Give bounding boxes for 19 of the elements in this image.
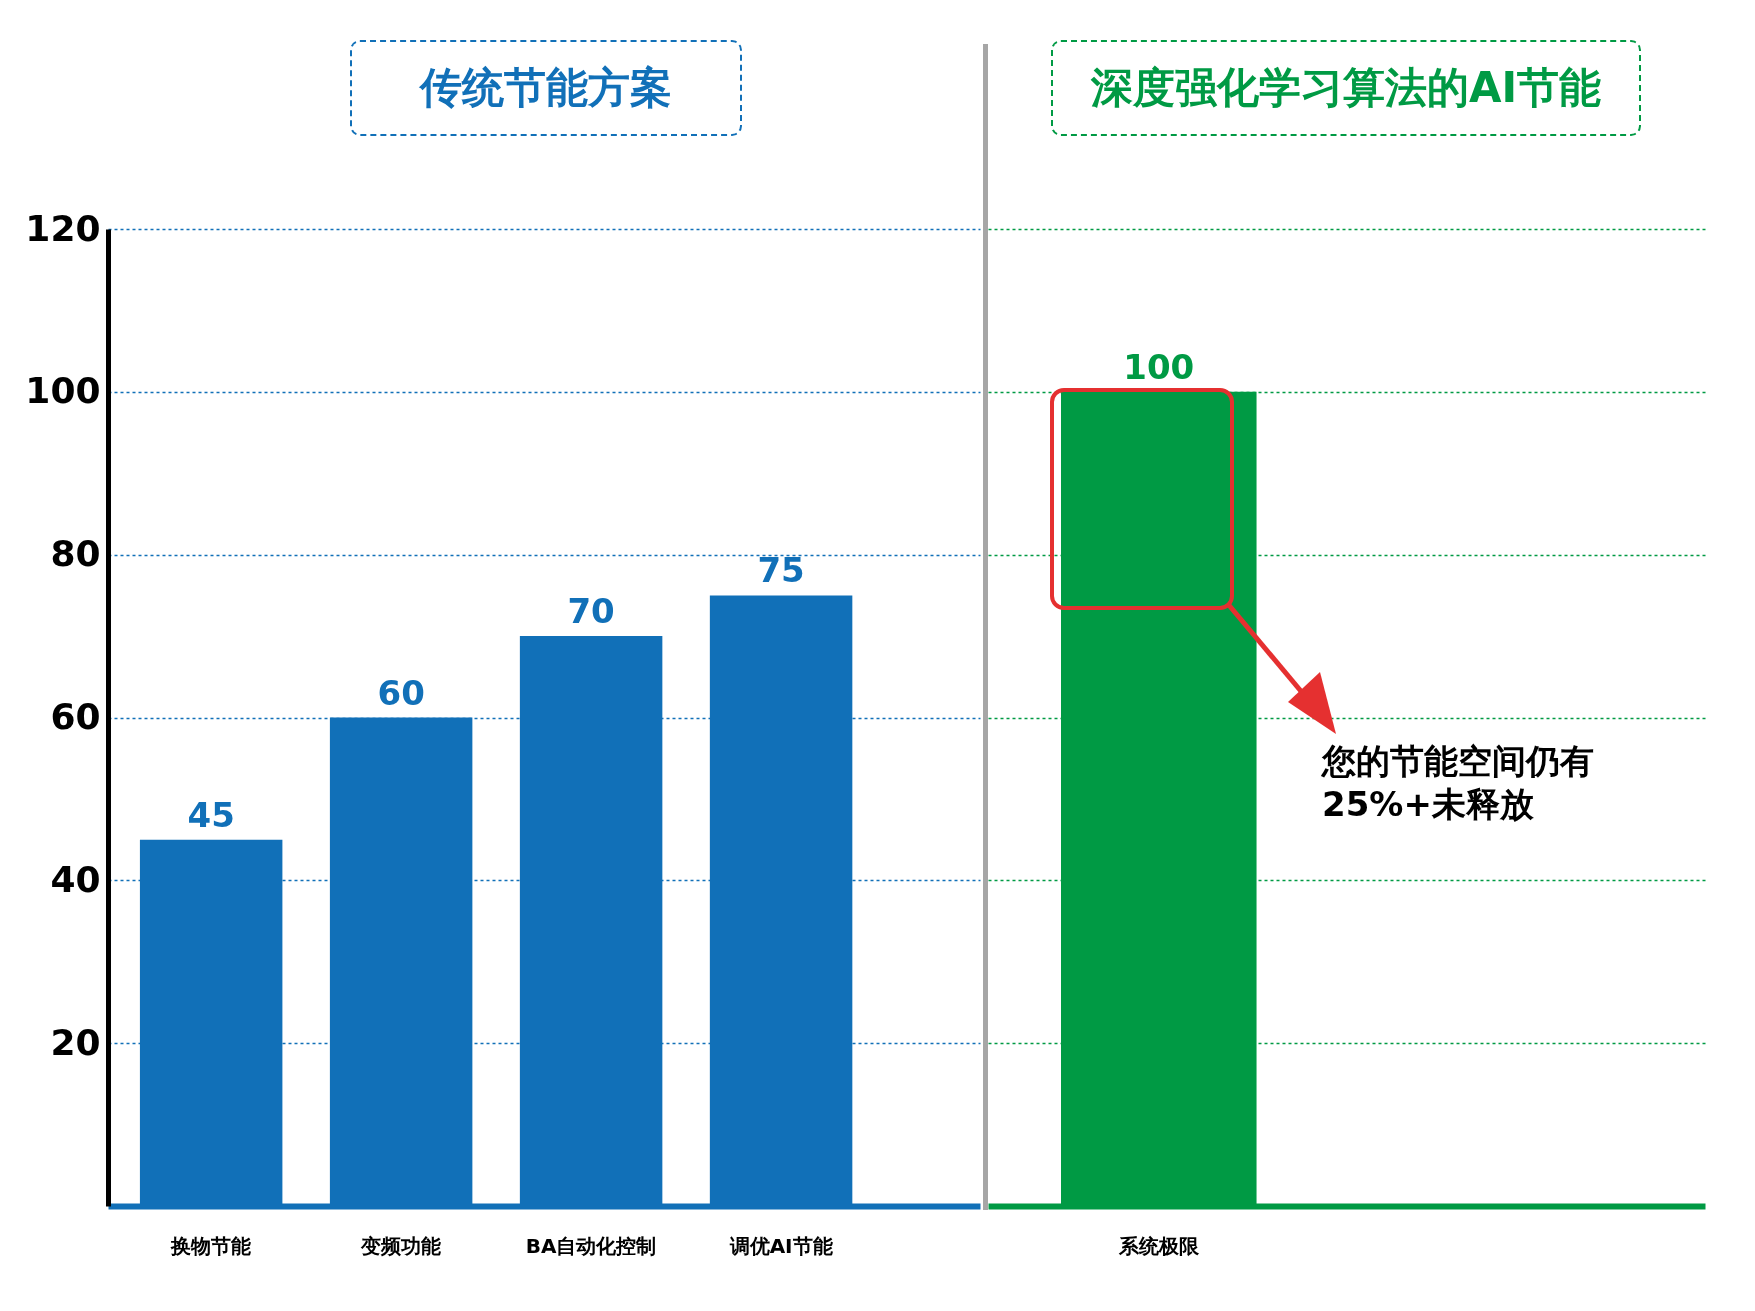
y-tick-label: 80 [50,533,101,575]
data-label: 60 [377,672,425,713]
y-tick-label: 40 [50,858,101,900]
y-tick-label: 120 [25,207,101,249]
text: 深度强化学习算法的AI节能 [1051,40,1641,136]
data-label: 70 [567,591,615,632]
data-label: 45 [187,794,235,835]
x-tick-label: BA自动化控制 [525,1233,657,1258]
y-tick-label: 60 [50,696,101,737]
y-tick-label: 20 [50,1021,101,1063]
y-tick-label: 100 [25,370,101,412]
data-label: 75 [757,550,805,591]
x-tick-label: 系统极限 [1117,1233,1200,1258]
x-tick-label: 变频功能 [360,1233,442,1258]
data-label: 100 [1123,346,1195,387]
text: 您的节能空间仍有25%+未释放 [1322,740,1595,825]
chart-title: 传统节能方案 [350,40,742,136]
x-tick-label: 调优AI节能 [728,1233,833,1258]
x-tick-label: 换物节能 [170,1233,252,1258]
